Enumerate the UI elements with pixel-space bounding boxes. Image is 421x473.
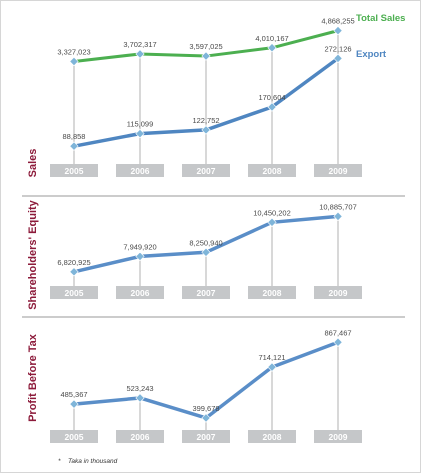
data-point — [135, 128, 145, 139]
x-tick-label: 2006 — [131, 166, 150, 176]
data-label: 10,885,707 — [319, 202, 357, 211]
data-point — [267, 102, 277, 112]
data-point — [201, 413, 211, 423]
legend-entry: Export — [356, 49, 387, 60]
x-tick-label: 2008 — [263, 288, 282, 298]
footnote-text: Taka in thousand — [68, 458, 118, 465]
footnote-symbol: * — [58, 458, 61, 465]
legend-entry: Total Sales — [356, 13, 405, 24]
data-point — [267, 217, 277, 227]
data-point — [333, 53, 343, 63]
year-box — [314, 430, 362, 443]
x-tick-label: 2007 — [197, 166, 216, 176]
x-tick-label: 2009 — [329, 166, 348, 176]
data-label: 523,243 — [126, 384, 153, 393]
data-label: 399,678 — [192, 404, 219, 413]
data-point — [333, 211, 343, 222]
year-box — [116, 286, 164, 299]
x-tick-label: 2007 — [197, 432, 216, 442]
x-tick-label: 2007 — [197, 288, 216, 298]
data-label: 3,597,025 — [189, 42, 222, 51]
data-point — [135, 251, 145, 262]
year-box — [50, 164, 98, 177]
year-box — [50, 430, 98, 443]
x-tick-label: 2005 — [65, 166, 84, 176]
data-point — [333, 26, 343, 36]
x-tick-label: 2008 — [263, 432, 282, 442]
data-label: 867,467 — [324, 328, 351, 337]
data-point — [267, 43, 277, 53]
data-label: 3,702,317 — [123, 40, 156, 49]
x-tick-label: 2009 — [329, 432, 348, 442]
year-box — [248, 286, 296, 299]
data-point — [267, 362, 277, 372]
data-label: 115,099 — [127, 120, 154, 129]
data-point — [135, 49, 145, 59]
x-tick-label: 2006 — [131, 432, 150, 442]
data-label: 170,604 — [258, 93, 285, 102]
data-point — [69, 399, 79, 409]
data-label: 4,868,255 — [321, 17, 354, 26]
data-label: 6,820,925 — [57, 258, 90, 267]
data-label: 7,949,920 — [123, 242, 156, 251]
x-tick-label: 2009 — [329, 288, 348, 298]
x-tick-label: 2005 — [65, 288, 84, 298]
chart-title: Profit Before Tax — [27, 333, 39, 422]
data-label: 122,752 — [192, 116, 219, 125]
data-label: 272,126 — [324, 44, 351, 53]
year-box — [314, 164, 362, 177]
data-point — [69, 267, 79, 277]
data-point — [201, 247, 211, 257]
year-box — [182, 286, 230, 299]
year-box — [182, 430, 230, 443]
data-label: 10,450,202 — [253, 208, 291, 217]
year-box — [116, 430, 164, 443]
data-label: 4,010,167 — [255, 34, 288, 43]
data-point — [69, 56, 79, 67]
data-label: 485,367 — [60, 390, 87, 399]
x-tick-label: 2005 — [65, 432, 84, 442]
year-box — [314, 286, 362, 299]
year-box — [116, 164, 164, 177]
year-box — [50, 286, 98, 299]
chart-title: Shareholders' Equity — [27, 199, 39, 309]
data-point — [201, 51, 211, 61]
year-box — [248, 164, 296, 177]
data-point — [201, 125, 211, 135]
chart-title: Sales — [27, 149, 39, 178]
year-box — [182, 164, 230, 177]
data-label: 88,858 — [63, 132, 86, 141]
data-point — [69, 141, 79, 151]
data-label: 714,121 — [258, 353, 285, 362]
data-label: 3,327,023 — [57, 47, 90, 56]
data-label: 8,250,940 — [189, 238, 222, 247]
data-point — [135, 393, 145, 403]
x-tick-label: 2006 — [131, 288, 150, 298]
data-point — [333, 337, 343, 347]
year-box — [248, 430, 296, 443]
x-tick-label: 2008 — [263, 166, 282, 176]
